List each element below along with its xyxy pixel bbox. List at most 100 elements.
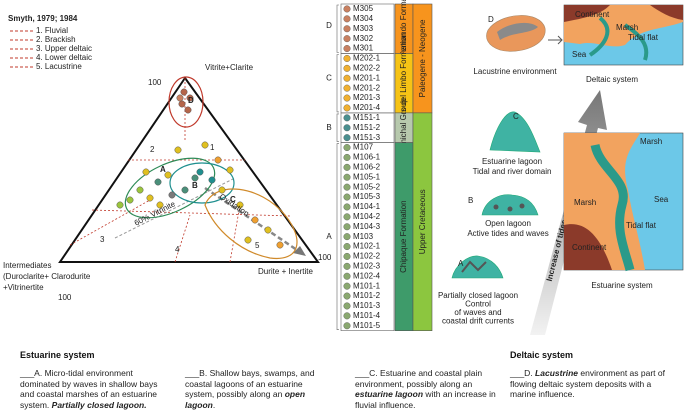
sample-point xyxy=(244,236,252,244)
map-label: Marsh xyxy=(574,198,596,207)
sample-box xyxy=(340,142,395,332)
open-lagoon-drawing xyxy=(481,194,539,216)
sample-icon xyxy=(343,54,351,62)
sample-point xyxy=(196,168,204,176)
sample-point xyxy=(154,178,162,186)
apex-value: 100 xyxy=(58,293,72,302)
island xyxy=(493,204,499,210)
region-c xyxy=(204,188,298,260)
legend-entry: 5. Lacustrine xyxy=(36,62,82,71)
apex-value: 100 xyxy=(318,253,332,262)
env-letter: B xyxy=(468,196,473,205)
text-run: with an increase in fluvial influence. xyxy=(355,389,496,410)
sample-point xyxy=(186,94,194,102)
emphasis: Lacustrine xyxy=(535,368,579,378)
sample-icon xyxy=(343,203,351,211)
text-run: ___D. xyxy=(510,368,536,378)
env-label: Active tides and waves xyxy=(467,229,548,238)
sample-icon xyxy=(343,25,351,33)
sample-id: M201-1 xyxy=(353,73,381,82)
sample-id: M101-1 xyxy=(353,281,381,290)
emphasis: open lagoon xyxy=(185,389,306,410)
sample-id: M104-2 xyxy=(353,212,381,221)
region-letter: A xyxy=(160,165,166,174)
sample-point xyxy=(184,106,192,114)
map-label: Continent xyxy=(575,10,610,19)
sample-id: M304 xyxy=(353,14,374,23)
sample-point xyxy=(176,94,184,102)
map-label: Sea xyxy=(572,50,587,59)
sample-icon xyxy=(343,144,351,152)
emphasis: estuarine lagoon xyxy=(355,389,424,399)
field-number: 1 xyxy=(210,143,215,152)
sample-point xyxy=(208,176,216,184)
region-b xyxy=(169,162,235,204)
sample-point xyxy=(168,191,176,199)
map-label: Tidal flat xyxy=(628,33,659,42)
field-number: 3 xyxy=(100,235,105,244)
lake xyxy=(497,22,538,40)
sample-point xyxy=(191,174,199,182)
estuarine-lagoon-drawing xyxy=(489,111,541,153)
sample-icon xyxy=(343,262,351,270)
sample-icon xyxy=(343,84,351,92)
sample-id: M105-2 xyxy=(353,182,381,191)
sample-icon xyxy=(343,64,351,72)
sample-id: M102-4 xyxy=(353,271,381,280)
sample-icon xyxy=(343,163,351,171)
sample-id: M106-1 xyxy=(353,153,381,162)
source: Smyth, 1979; 1984 xyxy=(8,14,78,23)
sample-icon xyxy=(343,114,351,122)
env-label: Open lagoon xyxy=(485,219,531,228)
barrier xyxy=(461,260,487,273)
estuary-channel xyxy=(590,143,635,272)
formation-name: Arcillas del Limbo Formation xyxy=(399,33,408,134)
sample-id: M151-1 xyxy=(353,113,381,122)
arrow-head xyxy=(293,246,306,256)
map-label: Marsh xyxy=(640,137,662,146)
legend-entry: 4. Lower deltaic xyxy=(36,53,92,62)
sample-icon xyxy=(343,223,351,231)
sample-point xyxy=(181,186,189,194)
env-label: Estuarine lagoon xyxy=(482,157,542,166)
description: ___C. Estuarine and coastal plain enviro… xyxy=(355,368,503,410)
group-letter: B xyxy=(326,123,331,132)
sample-id: M202-1 xyxy=(353,54,381,63)
sample-id: M202-2 xyxy=(353,63,381,72)
island xyxy=(519,203,525,209)
transition-arrow xyxy=(548,35,563,45)
env-label: Estuarine system xyxy=(591,281,653,290)
region-letter: C xyxy=(230,195,236,204)
field-boundary xyxy=(91,209,291,217)
sample-id: M105-3 xyxy=(353,192,381,201)
field-number: 5 xyxy=(255,241,260,250)
sample-id: M104-1 xyxy=(353,202,381,211)
sample-point xyxy=(174,146,182,154)
sample-point xyxy=(180,88,188,96)
estuarine-title: Estuarine system xyxy=(20,350,95,360)
env-label: Control xyxy=(465,300,491,309)
text-run: environment as part of flowing deltaic s… xyxy=(510,368,665,399)
field-number: 4 xyxy=(175,245,180,254)
field-boundary xyxy=(174,214,191,263)
env-label: Deltaic system xyxy=(586,75,638,84)
group-letter: C xyxy=(326,73,332,82)
sample-point xyxy=(136,186,144,194)
sample-id: M102-2 xyxy=(353,252,381,261)
sample-point xyxy=(156,201,164,209)
sample-icon xyxy=(343,104,351,112)
sample-id: M107 xyxy=(353,143,374,152)
apex-right-label: Durite + Inertite xyxy=(258,267,313,276)
formation-name: Palmichal Group xyxy=(399,98,408,158)
vitrinite-line xyxy=(114,177,236,239)
text-run: ___B. Shallow bays, swamps, and coastal … xyxy=(185,368,315,399)
sample-id: M104-3 xyxy=(353,222,381,231)
sample-icon xyxy=(343,134,351,142)
formation-name: Chipaque Formation xyxy=(399,200,408,272)
island xyxy=(507,206,513,212)
age-name: Upper Cretaceous xyxy=(418,189,427,254)
apex-left-line: +Vitrinertite xyxy=(3,283,44,292)
sample-icon xyxy=(343,173,351,181)
